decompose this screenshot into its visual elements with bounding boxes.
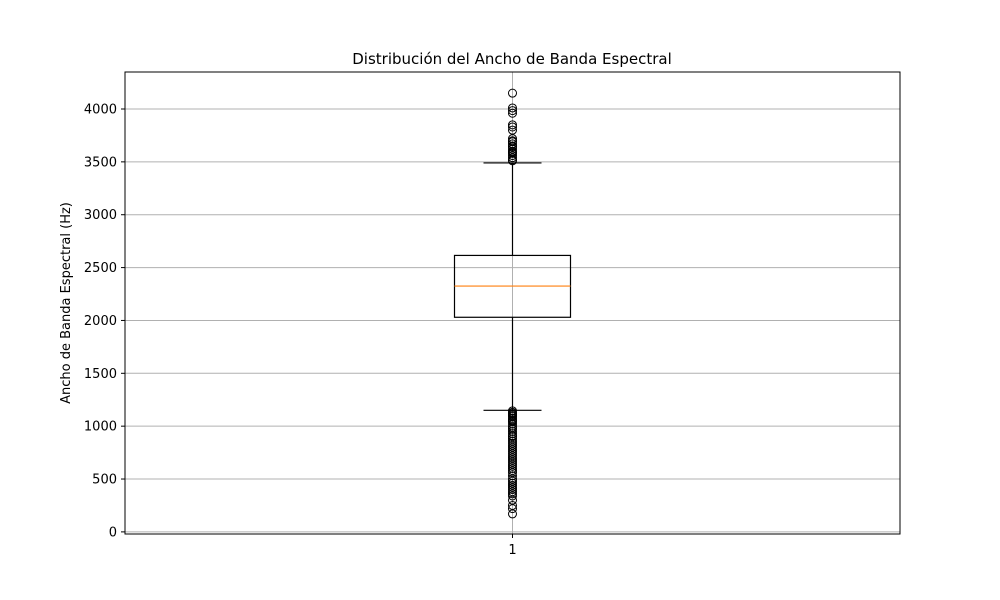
y-axis-label: Ancho de Banda Espectral (Hz) bbox=[59, 202, 74, 404]
outlier-point bbox=[508, 148, 517, 158]
outlier-point bbox=[508, 424, 517, 434]
outlier-point bbox=[508, 137, 517, 147]
outlier-point bbox=[508, 489, 517, 499]
plot-marks bbox=[453, 88, 572, 519]
y-tick-label: 0 bbox=[109, 525, 117, 540]
outlier-point bbox=[508, 426, 517, 436]
x-axis: 1 bbox=[508, 534, 517, 558]
y-tick-label: 1000 bbox=[84, 420, 117, 435]
outlier-point bbox=[508, 103, 517, 113]
outlier-point bbox=[508, 504, 517, 514]
outlier-point bbox=[508, 120, 517, 130]
outlier-point bbox=[508, 463, 517, 473]
y-tick-label: 4000 bbox=[84, 103, 117, 118]
outlier-point bbox=[508, 491, 517, 501]
y-axis: 0 500 1000 1500 2000 2500 3000 3500 4000 bbox=[84, 103, 125, 540]
y-tick-label: 2500 bbox=[84, 261, 117, 276]
y-tick-label: 3500 bbox=[84, 155, 117, 170]
outlier-point bbox=[508, 485, 517, 495]
outlier-point bbox=[508, 417, 517, 427]
outlier-point bbox=[508, 461, 517, 471]
outlier-point bbox=[508, 153, 517, 163]
y-tick-label: 3000 bbox=[84, 208, 117, 223]
y-tick-label: 1500 bbox=[84, 367, 117, 382]
outlier-point bbox=[508, 108, 517, 118]
outlier-point bbox=[508, 122, 517, 132]
outlier-point bbox=[508, 429, 517, 439]
plot-frame bbox=[124, 71, 901, 535]
x-tick-label: 1 bbox=[508, 543, 516, 558]
outlier-point bbox=[508, 156, 517, 166]
chart-title: Distribución del Ancho de Banda Espectra… bbox=[352, 50, 671, 68]
outlier-point bbox=[508, 88, 517, 98]
y-tick-label: 2000 bbox=[84, 314, 117, 329]
outlier-point bbox=[508, 419, 517, 429]
y-tick-label: 500 bbox=[92, 473, 117, 488]
outlier-point bbox=[508, 106, 517, 116]
outlier-point bbox=[508, 509, 517, 519]
outlier-point bbox=[508, 151, 517, 161]
outlier-point bbox=[508, 471, 517, 481]
